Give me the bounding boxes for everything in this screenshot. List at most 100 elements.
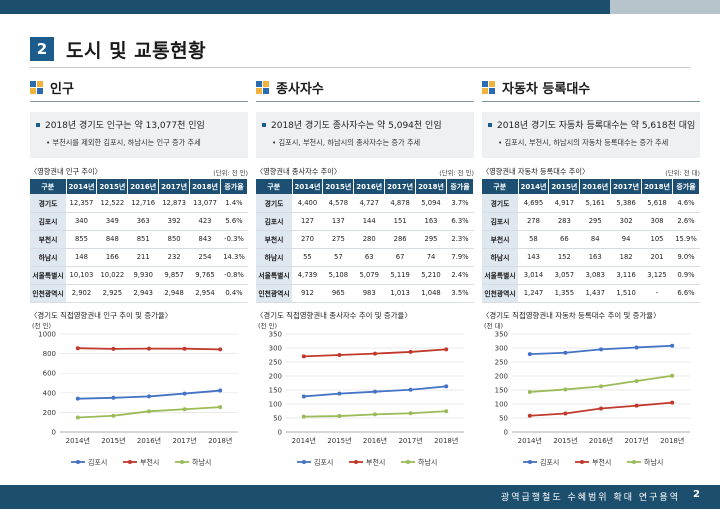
table-cell: 127: [292, 212, 323, 231]
y-axis-unit: (천 대): [484, 322, 503, 330]
table-cell: 3,057: [548, 266, 580, 285]
vehicles-table: 구분 2014년 2015년 2016년 2017년 2018년 증가율 경기도…: [482, 179, 700, 303]
panel-title: 자동차 등록대수: [502, 81, 591, 97]
bullet-square-icon: [36, 122, 40, 127]
table-cell: 12,522: [96, 194, 128, 213]
table-cell: 286: [384, 230, 416, 249]
table-row: 김포시 340 349 363 392 423 5.6%: [30, 212, 248, 231]
table-row: 인천광역시 1,247 1,355 1,437 1,510-6.6%: [482, 284, 700, 303]
series-line: [529, 374, 673, 393]
panel-header: 자동차 등록대수: [482, 76, 700, 98]
panel-square-icon: [482, 80, 495, 94]
table-cell: 4,695: [518, 194, 549, 213]
table-cell: 5,094: [415, 194, 447, 213]
table-caption: 〈영향권내 자동차 등록대수 추이〉: [482, 167, 590, 176]
table-cell: 5.6%: [220, 212, 248, 231]
x-tick-label: 2018년: [434, 436, 458, 445]
panel-divider: [256, 101, 474, 102]
table-cell: 4.6%: [672, 194, 700, 213]
table-cell: 3,116: [610, 266, 642, 285]
y-tick-label: 0: [278, 428, 282, 436]
data-point: [563, 386, 568, 391]
table-cell: 105: [641, 230, 673, 249]
bullet-square-icon: [262, 122, 266, 127]
data-point: [147, 346, 151, 351]
y-tick-label: 250: [495, 358, 508, 366]
table-cell: 2,925: [96, 284, 128, 303]
table-cell: 137: [322, 212, 354, 231]
table-cell: 58: [518, 230, 549, 249]
y-tick-label: 150: [269, 386, 282, 394]
row-header: 부천시: [482, 230, 518, 249]
x-tick-label: 2016년: [137, 436, 161, 445]
table-cell: 12,716: [127, 194, 159, 213]
table-cell: 275: [322, 230, 354, 249]
table-col-header: 구분: [256, 179, 293, 194]
data-point: [337, 413, 342, 418]
data-point: [599, 383, 603, 388]
data-point: [182, 406, 187, 411]
table-cell: 5,210: [415, 266, 447, 285]
data-point: [182, 391, 187, 396]
table-cell: 5,079: [353, 266, 385, 285]
y-tick-label: 50: [273, 414, 282, 422]
row-header: 하남시: [482, 248, 518, 267]
table-cell: 2.4%: [446, 266, 474, 285]
data-point: [599, 346, 603, 351]
legend-label: 부천시: [140, 457, 159, 466]
table-unit: (단위: 천 인): [439, 169, 474, 177]
table-cell: 84: [579, 230, 611, 249]
data-point: [218, 346, 223, 351]
panel-summary: 2018년 경기도 종사자수는 약 5,094천 인임 • 김포시, 부천시, …: [256, 112, 474, 158]
table-col-header: 2017년: [158, 179, 191, 194]
legend-marker: [580, 459, 584, 464]
top-banner-dark: [0, 0, 610, 14]
table-cell: 1,247: [518, 284, 549, 303]
panel-divider: [482, 101, 700, 102]
table-cell: 1,013: [384, 284, 416, 303]
row-header: 경기도: [482, 194, 518, 213]
table-cell: 0.4%: [220, 284, 248, 303]
table-col-header: 2014년: [518, 179, 550, 194]
table-cell: 3.7%: [446, 194, 474, 213]
table-unit: (단위: 천 대): [665, 169, 700, 177]
data-point: [444, 346, 449, 351]
y-tick-label: 200: [495, 372, 508, 380]
legend-marker: [354, 459, 358, 464]
row-header: 서울특별시: [256, 266, 292, 285]
table-cell: 10,022: [96, 266, 128, 285]
table-col-header: 구분: [30, 179, 67, 194]
y-tick-label: 150: [495, 386, 508, 394]
table-row: 하남시 55 57 63 67 74 7.9%: [256, 248, 474, 267]
legend-label: 부천시: [592, 457, 611, 466]
table-caption: 〈영향권내 인구 추이〉: [30, 167, 102, 176]
table-cell: 295: [415, 230, 447, 249]
row-header: 경기도: [30, 194, 66, 213]
data-point: [301, 353, 306, 358]
data-point: [75, 396, 80, 401]
table-cell: 1,355: [548, 284, 580, 303]
section-title-text: 도시 및 교통현황: [66, 39, 207, 62]
table-col-header: 2017년: [610, 179, 643, 194]
row-header: 김포시: [482, 212, 518, 231]
x-tick-label: 2017년: [624, 436, 648, 445]
data-point: [373, 351, 377, 356]
table-col-header: 2018년: [641, 179, 673, 194]
table-cell: 148: [66, 248, 97, 267]
table-cell: 3,083: [579, 266, 611, 285]
table-cell: 1.4%: [220, 194, 248, 213]
table-cell: 163: [579, 248, 611, 267]
table-cell: 63: [353, 248, 385, 267]
data-point: [634, 403, 639, 408]
x-tick-label: 2018년: [208, 436, 232, 445]
table-cell: 340: [66, 212, 97, 231]
x-tick-label: 2018년: [660, 436, 684, 445]
table-cell: 9,765: [189, 266, 221, 285]
panel-summary: 2018년 경기도 인구는 약 13,077천 인임 • 부천시를 제외한 김포…: [30, 112, 248, 158]
row-header: 김포시: [30, 212, 66, 231]
legend-label: 김포시: [314, 458, 333, 466]
table-col-header: 2015년: [322, 179, 355, 194]
table-cell: 983: [353, 284, 385, 303]
panel-header: 인구: [30, 76, 248, 98]
legend-marker: [76, 459, 80, 464]
